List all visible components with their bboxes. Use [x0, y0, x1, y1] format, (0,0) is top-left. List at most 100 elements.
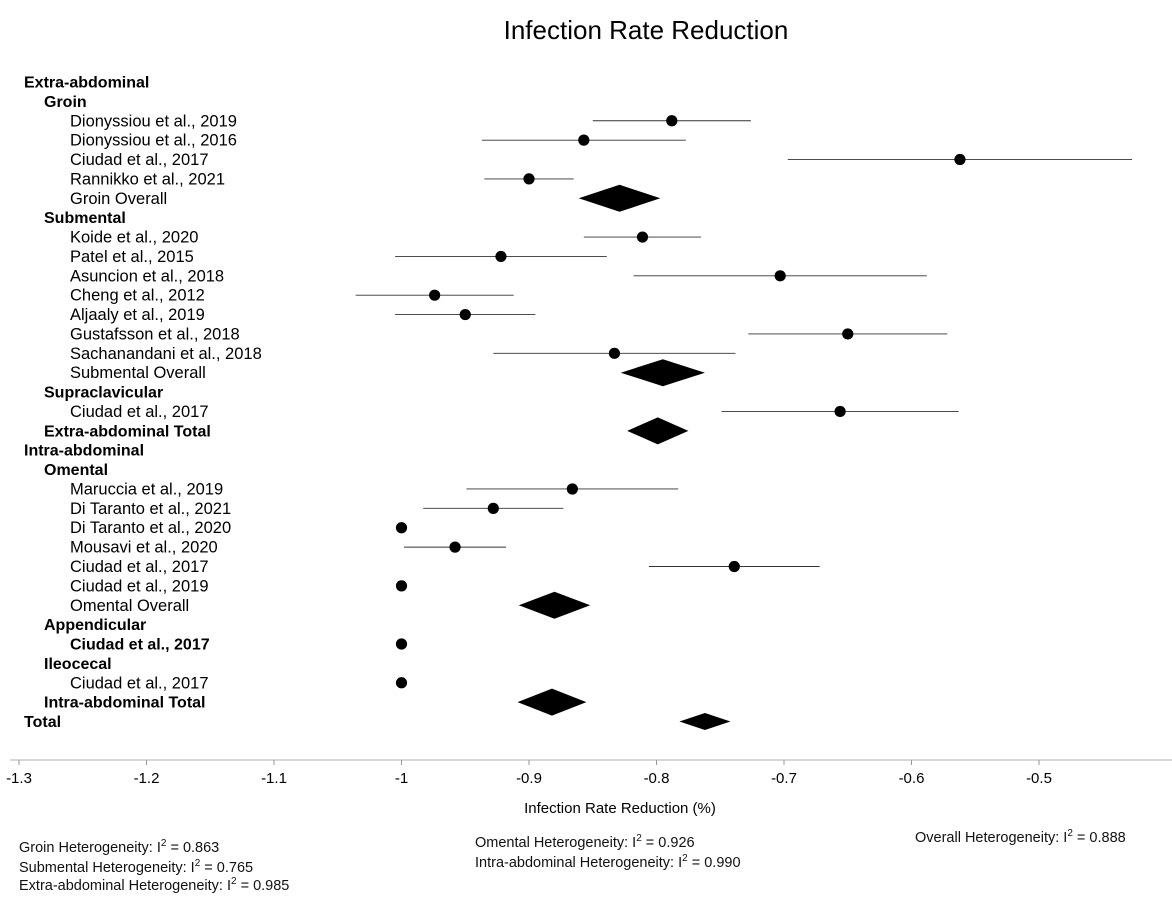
- study-row: Rannikko et al., 2021: [70, 170, 574, 188]
- superscript-2: 2: [160, 838, 167, 849]
- x-tick-label: -0.6: [899, 770, 925, 787]
- heterogeneity-submental-value: = 0.765: [200, 859, 254, 876]
- study-row: Aljaaly et al., 2019: [70, 306, 536, 324]
- point-estimate: [395, 677, 408, 689]
- study-label: Sachanandani et al., 2018: [70, 345, 262, 363]
- point-estimate: [834, 405, 846, 418]
- pooled-row: Omental Overall: [70, 591, 591, 619]
- study-row: Dionyssiou et al., 2016: [70, 132, 686, 150]
- x-axis-label: Infection Rate Reduction (%): [524, 800, 716, 817]
- x-tick-label: -0.7: [771, 770, 797, 787]
- group-header: Submental: [44, 210, 126, 227]
- point-estimate: [566, 483, 578, 495]
- study-label: Ciudad et al., 2017: [70, 558, 209, 576]
- study-label: Ciudad et al., 2017: [70, 403, 209, 421]
- pooled-label: Omental Overall: [70, 597, 189, 615]
- x-tick-label: -0.8: [644, 770, 670, 787]
- study-row: Di Taranto et al., 2021: [70, 500, 564, 518]
- pooled-row: Intra-abdominal Total: [44, 688, 587, 716]
- group-header: Supraclavicular: [44, 385, 163, 402]
- x-tick-label: -1.1: [261, 770, 287, 787]
- study-row: Ciudad et al., 2017: [70, 674, 408, 692]
- study-label: Mousavi et al., 2020: [70, 539, 218, 557]
- pooled-estimate-diamond: [620, 359, 705, 387]
- heterogeneity-submental-label: Submental Heterogeneity: I: [19, 859, 195, 876]
- heterogeneity-intra-abdominal-label: Intra-abdominal Heterogeneity: I: [475, 854, 683, 871]
- point-estimate: [459, 308, 471, 321]
- point-estimate: [495, 250, 507, 263]
- pooled-estimate-diamond: [679, 713, 731, 731]
- study-label: Dionyssiou et al., 2019: [70, 112, 237, 130]
- study-row: Koide et al., 2020: [70, 229, 702, 247]
- group-label: Intra-abdominal: [24, 443, 144, 460]
- point-estimate: [774, 270, 786, 282]
- study-row: Ciudad et al., 2017: [70, 151, 1133, 169]
- x-axis-ticks: -1.3 -1.2 -1.1 -1 -0.9 -0.8 -0.7 -0.6 -0.5: [6, 760, 1052, 787]
- group-label: Extra-abdominal: [24, 75, 149, 92]
- pooled-label: Submental Overall: [70, 364, 206, 382]
- study-label: Aljaaly et al., 2019: [70, 306, 205, 324]
- pooled-estimate-diamond: [578, 184, 661, 212]
- group-header: Intra-abdominal: [24, 443, 144, 460]
- study-label: Ciudad et al., 2017: [70, 637, 210, 654]
- group-label: Omental: [44, 462, 108, 479]
- heterogeneity-overall-label: Overall Heterogeneity: I: [915, 829, 1068, 846]
- point-estimate: [523, 173, 535, 185]
- chart-title: Infection Rate Reduction: [504, 15, 789, 45]
- group-header: Omental: [44, 462, 108, 479]
- superscript-2: 2: [636, 833, 642, 844]
- pooled-estimate-diamond: [518, 591, 591, 619]
- heterogeneity-groin: Groin Heterogeneity: I2 = 0.863: [19, 838, 219, 856]
- study-label: Maruccia et al., 2019: [70, 480, 223, 498]
- point-estimate: [449, 541, 461, 553]
- pooled-estimate-diamond: [517, 688, 587, 716]
- pooled-row: Submental Overall: [70, 359, 705, 387]
- group-header: Extra-abdominal: [24, 75, 149, 92]
- point-estimate: [578, 134, 590, 146]
- x-tick-label: -0.9: [516, 770, 542, 787]
- group-label: Appendicular: [44, 617, 146, 634]
- point-estimate: [395, 522, 408, 534]
- point-estimate: [636, 231, 649, 243]
- heterogeneity-intra-abdominal-value: = 0.990: [687, 854, 741, 871]
- superscript-2: 2: [194, 858, 201, 869]
- pooled-label: Total: [24, 714, 61, 731]
- study-row: Ciudad et al., 2017: [70, 403, 959, 421]
- point-estimate: [954, 153, 966, 166]
- group-header: Appendicular: [44, 617, 146, 634]
- pooled-estimate-diamond: [627, 417, 689, 445]
- study-row: Maruccia et al., 2019: [70, 480, 679, 498]
- study-row: Cheng et al., 2012: [70, 287, 514, 305]
- study-label: Cheng et al., 2012: [70, 287, 205, 305]
- group-label: Supraclavicular: [44, 385, 163, 402]
- pooled-label: Extra-abdominal Total: [44, 423, 211, 440]
- heterogeneity-submental: Submental Heterogeneity: I2 = 0.765: [19, 858, 253, 876]
- study-row: Ciudad et al., 2017: [70, 558, 820, 576]
- study-label: Gustafsson et al., 2018: [70, 325, 240, 343]
- study-label: Ciudad et al., 2019: [70, 577, 209, 595]
- pooled-row: Total: [24, 713, 731, 731]
- heterogeneity-omental-value: = 0.926: [641, 834, 695, 851]
- group-label: Submental: [44, 210, 126, 227]
- heterogeneity-groin-label: Groin Heterogeneity: I: [19, 839, 161, 856]
- point-estimate: [608, 347, 621, 359]
- point-estimate: [429, 289, 441, 301]
- group-header: Groin: [44, 94, 87, 111]
- point-estimate: [666, 115, 678, 127]
- study-label: Dionyssiou et al., 2016: [70, 132, 237, 150]
- study-label: Asuncion et al., 2018: [70, 267, 224, 285]
- group-header: Ileocecal: [44, 656, 112, 673]
- point-estimate: [395, 638, 408, 650]
- study-row: Dionyssiou et al., 2019: [70, 112, 751, 130]
- heterogeneity-omental-label: Omental Heterogeneity: I: [475, 834, 637, 851]
- point-estimate: [842, 328, 854, 340]
- x-tick-label: -1: [395, 770, 408, 787]
- heterogeneity-extra-abdominal: Extra-abdominal Heterogeneity: I2 = 0.98…: [19, 876, 289, 894]
- x-tick-label: -1.3: [6, 770, 32, 787]
- superscript-2: 2: [682, 853, 688, 864]
- study-row: Mousavi et al., 2020: [70, 539, 507, 557]
- heterogeneity-intra-abdominal: Intra-abdominal Heterogeneity: I2 = 0.99…: [475, 853, 741, 871]
- pooled-row: Groin Overall: [70, 184, 661, 212]
